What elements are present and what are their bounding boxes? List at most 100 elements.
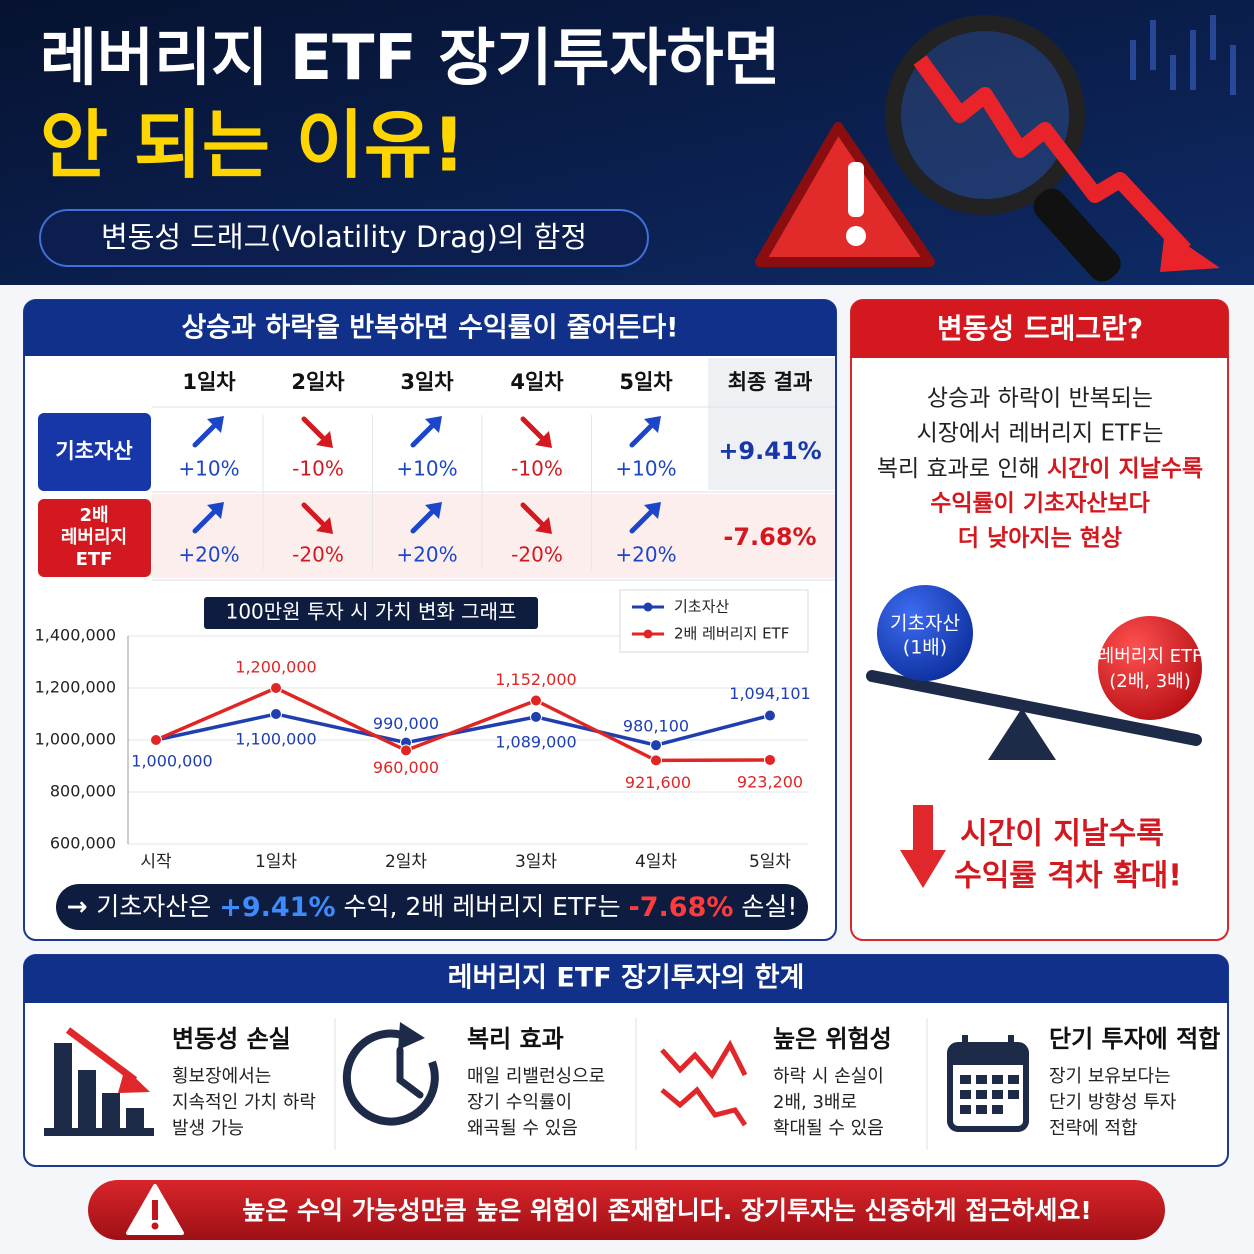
row-label: 기초자산 xyxy=(55,439,132,463)
x-tick-label: 5일차 xyxy=(749,852,791,872)
definition-title: 변동성 드래그란? xyxy=(937,312,1143,345)
limit-title: 복리 효과 xyxy=(467,1025,564,1053)
data-point xyxy=(650,754,662,767)
data-label: 1,094,101 xyxy=(729,684,810,703)
direction-arrowhead xyxy=(207,502,224,519)
series-line xyxy=(155,712,771,747)
result-col-bg xyxy=(708,358,835,490)
row-label-bg xyxy=(38,413,151,491)
x-tick-label: 4일차 xyxy=(635,852,677,872)
direction-arrow xyxy=(410,506,438,534)
change-value: -10% xyxy=(511,457,563,481)
direction-arrowhead xyxy=(425,416,442,433)
direction-arrow xyxy=(629,420,657,448)
y-tick-label: 1,200,000 xyxy=(35,678,116,697)
comparison-title: 상승과 하락을 반복하면 수익률이 줄어든다! xyxy=(181,313,678,344)
data-point xyxy=(650,739,662,752)
definition-highlight: 시간이 지날수록 xyxy=(1047,456,1203,482)
limit-text: 장기 수익률이 xyxy=(467,1092,572,1113)
data-label: 1,200,000 xyxy=(235,658,316,677)
change-value: -10% xyxy=(292,457,344,481)
summary-text: 기초자산은 xyxy=(96,892,211,921)
change-value: +20% xyxy=(615,543,676,567)
change-value: +10% xyxy=(178,457,239,481)
definition-highlight: 수익률이 기초자산보다 xyxy=(930,491,1150,517)
legend-box xyxy=(619,589,809,653)
column-header: 2일차 xyxy=(291,370,345,394)
column-header: 4일차 xyxy=(510,370,564,394)
data-label: 990,000 xyxy=(373,714,439,733)
change-value: +10% xyxy=(615,457,676,481)
limit-title: 단기 투자에 적합 xyxy=(1049,1025,1220,1053)
subtitle-pill xyxy=(39,209,649,267)
limit-text: 단기 방향성 투자 xyxy=(1049,1092,1177,1113)
direction-arrow xyxy=(410,420,438,448)
footer-pill xyxy=(88,1180,1165,1240)
icon-clock xyxy=(342,1022,439,1126)
data-label: 1,089,000 xyxy=(495,732,576,751)
direction-arrowhead xyxy=(207,416,224,433)
limit-text: 장기 보유보다는 xyxy=(1049,1066,1171,1087)
direction-arrow xyxy=(301,502,329,530)
result-value: -7.68% xyxy=(723,523,816,551)
direction-arrow xyxy=(192,420,220,448)
warning-icon xyxy=(126,1184,184,1235)
column-header: 3일차 xyxy=(400,370,454,394)
summary-pill xyxy=(56,884,808,930)
legend-swatch xyxy=(643,602,653,612)
x-tick-label: 3일차 xyxy=(515,852,557,872)
limit-title: 변동성 손실 xyxy=(172,1025,291,1053)
column-header: 1일차 xyxy=(182,370,236,394)
definition-line: 상승과 하락이 반복되는 xyxy=(927,386,1153,412)
direction-arrow xyxy=(520,502,548,530)
definition-line: 복리 효과로 인해 xyxy=(877,456,1040,482)
footer-warning: 높은 수익 가능성만큼 높은 위험이 존재합니다. 장기투자는 신중하게 접근하… xyxy=(242,1196,1092,1225)
y-tick-label: 600,000 xyxy=(50,834,116,853)
data-label: 1,100,000 xyxy=(235,730,316,749)
legend-label: 2배 레버리지 ETF xyxy=(674,625,789,643)
limit-text: 매일 리밸런싱으로 xyxy=(467,1066,605,1087)
data-label: 980,100 xyxy=(623,717,689,736)
summary: → 기초자산은 +9.41% 수익, 2배 레버리지 ETF는 -7.68% 손… xyxy=(67,892,798,923)
summary-text: 손실! xyxy=(741,892,797,921)
data-point xyxy=(150,734,162,746)
legend-swatch xyxy=(643,629,653,639)
change-value: -20% xyxy=(511,543,563,567)
row-label-bg xyxy=(38,499,151,577)
data-point xyxy=(270,708,282,720)
direction-arrow xyxy=(301,416,329,444)
summary-value: +9.41% xyxy=(219,892,335,923)
y-tick-label: 800,000 xyxy=(50,782,116,801)
data-point xyxy=(530,694,542,707)
limit-text: 확대될 수 있음 xyxy=(773,1118,884,1139)
data-label: 1,000,000 xyxy=(131,752,212,771)
change-value: +20% xyxy=(396,543,457,567)
direction-arrow xyxy=(629,506,657,534)
y-tick-label: 1,000,000 xyxy=(35,730,116,749)
x-tick-label: 1일차 xyxy=(255,852,297,872)
result-value: +9.41% xyxy=(718,437,821,465)
column-header: 최종 결과 xyxy=(728,370,813,394)
seesaw-label: (1배) xyxy=(903,637,947,659)
definition-header xyxy=(851,300,1228,358)
definition-line: 복리 효과로 인해 시간이 지날수록 xyxy=(877,456,1203,482)
row-label: 2배 레버리지 ETF xyxy=(61,505,127,570)
column-header: 5일차 xyxy=(619,370,673,394)
data-label: 960,000 xyxy=(373,758,439,777)
definition-highlight: 더 낮아지는 현상 xyxy=(958,526,1122,552)
limit-title: 높은 위험성 xyxy=(773,1025,892,1053)
limit-text: 전략에 적합 xyxy=(1049,1118,1138,1139)
data-label: 923,200 xyxy=(737,772,803,791)
direction-arrowhead xyxy=(425,502,442,519)
limits-title: 레버리지 ETF 장기투자의 한계 xyxy=(448,963,805,994)
subtitle: 변동성 드래그(Volatility Drag)의 함정 xyxy=(101,220,587,254)
change-value: +10% xyxy=(396,457,457,481)
limit-text: 왜곡될 수 있음 xyxy=(467,1118,578,1139)
header-decoration xyxy=(755,15,1236,282)
chart-title-bg xyxy=(204,597,538,629)
direction-arrowhead xyxy=(644,502,661,519)
direction-arrowhead xyxy=(316,517,333,534)
series-line xyxy=(155,686,771,763)
